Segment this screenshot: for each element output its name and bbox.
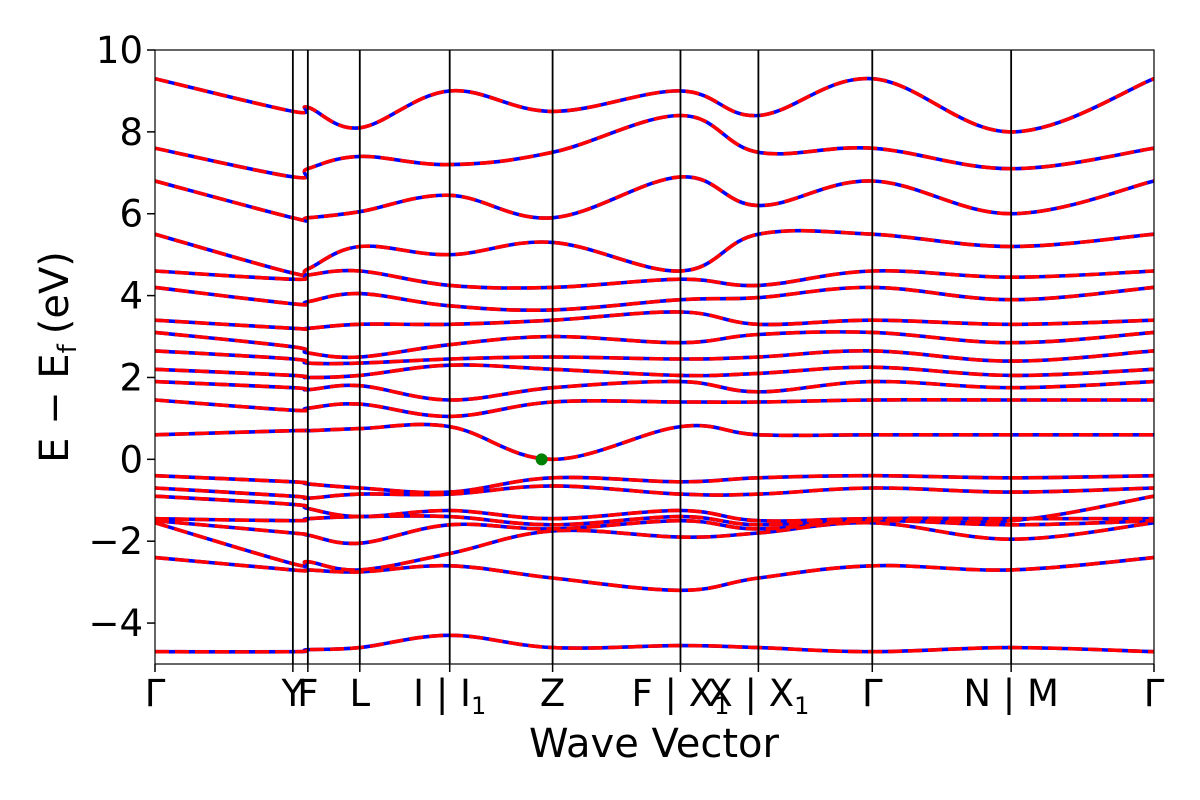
- vbm-marker: [535, 453, 548, 466]
- band-dashed-1: [155, 555, 1154, 593]
- band-dashed-0: [155, 633, 1154, 654]
- x-tick-label: Γ: [1144, 672, 1165, 715]
- band-dashed-6: [155, 484, 1154, 501]
- band-dashed-4: [155, 514, 1154, 527]
- y-tick-label: −2: [88, 520, 143, 563]
- high-symmetry-lines: [291, 50, 1013, 664]
- band-dashed-11: [155, 363, 1154, 380]
- x-tick-label: X | X1: [707, 672, 809, 720]
- band-solid-15: [155, 285, 1154, 312]
- x-tick-label: I | I1: [413, 672, 486, 720]
- y-axis-title: E − Ef (eV): [32, 251, 83, 463]
- band-dashed-8: [155, 422, 1154, 462]
- y-tick-label: 8: [119, 111, 143, 154]
- y-axis-title-main: E − E: [32, 353, 78, 463]
- y-tick-label: 10: [96, 29, 143, 72]
- band-dashed-20: [155, 76, 1154, 134]
- x-tick-label: N | M: [963, 672, 1059, 715]
- band-dashed-18: [155, 175, 1154, 223]
- x-tick-label: F | X1: [632, 672, 730, 720]
- band-dashed-9: [155, 398, 1154, 419]
- band-solid-13: [155, 330, 1154, 360]
- y-tick-label: −4: [88, 602, 143, 645]
- band-dashed-7: [155, 473, 1154, 495]
- marker-layer: [535, 453, 548, 466]
- band-dashed-13: [155, 330, 1154, 360]
- band-dashed-16: [155, 268, 1154, 290]
- y-tick-label: 6: [119, 193, 143, 236]
- band-dashed-19: [155, 113, 1154, 180]
- band-dashed-14: [155, 310, 1154, 331]
- y-tick-label: 4: [119, 275, 143, 318]
- y-axis-ticks: −4 −2 0 2 4 6 8 10: [88, 29, 155, 645]
- band-dashed-17: [155, 228, 1154, 278]
- band-lines: [155, 76, 1154, 654]
- band-dashed-12: [155, 349, 1154, 366]
- y-axis-title-sub: f: [53, 343, 83, 353]
- y-tick-label: 2: [119, 356, 143, 399]
- y-axis-title-unit: (eV): [32, 251, 78, 334]
- x-tick-label: F: [297, 672, 318, 715]
- x-tick-label: Y: [281, 672, 305, 715]
- band-dashed-5: [155, 494, 1154, 524]
- y-tick-label: 0: [119, 438, 143, 481]
- x-tick-label: Z: [540, 672, 565, 715]
- band-dashed-10: [155, 379, 1154, 402]
- band-solid-0: [155, 633, 1154, 654]
- band-solid-14: [155, 310, 1154, 331]
- plot-frame: [154, 49, 1155, 665]
- x-axis-ticks: Γ YF L I | I1 Z F | X1X | X1 Γ N | M Γ: [145, 664, 1165, 720]
- x-tick-label: L: [349, 672, 370, 715]
- x-tick-label: Γ: [862, 672, 883, 715]
- x-tick-label: Γ: [145, 672, 166, 715]
- band-dashed-15: [155, 285, 1154, 312]
- band-dashed-2: [155, 520, 1154, 572]
- x-axis-title: Wave Vector: [529, 721, 780, 767]
